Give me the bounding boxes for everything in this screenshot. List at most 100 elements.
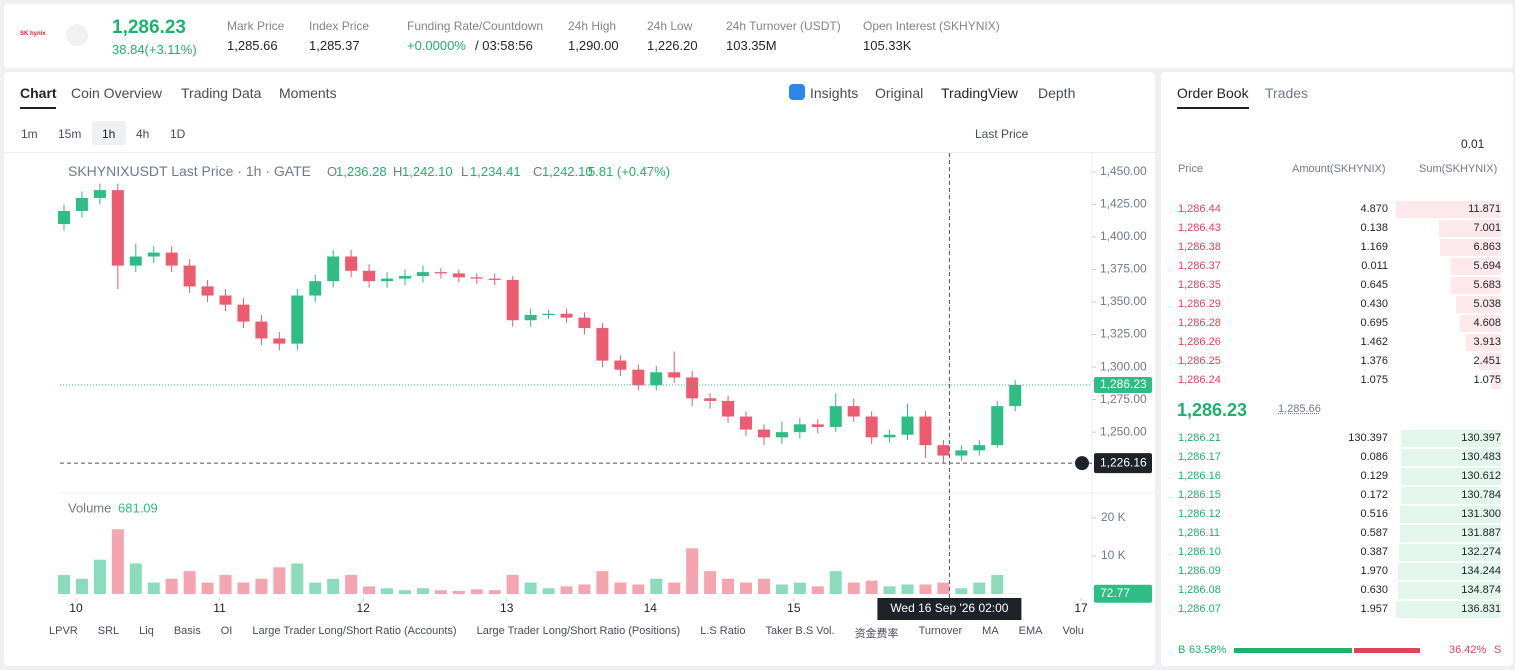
view-tab[interactable]: Original bbox=[875, 85, 924, 101]
interval[interactable]: 15m bbox=[58, 127, 82, 141]
indicator[interactable]: SRL bbox=[97, 625, 120, 637]
indicator[interactable]: EMA bbox=[1018, 625, 1043, 637]
depth-bar bbox=[1440, 239, 1501, 256]
indicator[interactable]: Basis bbox=[173, 625, 201, 637]
chart-panel bbox=[4, 72, 1155, 666]
crosshair-price: 1,226.16 bbox=[1100, 455, 1147, 469]
candle-body bbox=[829, 406, 842, 427]
candle-body bbox=[1009, 385, 1022, 407]
interval[interactable]: 4h bbox=[136, 127, 150, 141]
volume-bar bbox=[883, 586, 896, 594]
volume-bar bbox=[596, 571, 609, 594]
ob-sum: 5.038 bbox=[1473, 298, 1501, 310]
depth-bar bbox=[1466, 334, 1501, 351]
candle-body bbox=[973, 445, 986, 451]
candle-body bbox=[147, 252, 160, 257]
ob-price: 1,286.21 bbox=[1178, 432, 1221, 444]
logo: SK hynix bbox=[20, 31, 46, 37]
interval-active bbox=[92, 121, 126, 145]
candle-body bbox=[75, 197, 88, 211]
ob-amount: 1.169 bbox=[1360, 241, 1388, 253]
candle-body bbox=[309, 281, 322, 296]
indicator[interactable]: L.S Ratio bbox=[700, 625, 746, 637]
candle-body bbox=[991, 406, 1004, 446]
ob-tab[interactable]: Trades bbox=[1265, 85, 1309, 101]
chart-tab[interactable]: Coin Overview bbox=[71, 85, 163, 101]
volume-bar bbox=[93, 559, 106, 594]
volume-bar bbox=[865, 580, 878, 594]
volume-bar bbox=[309, 582, 322, 594]
ob-mark-price: 1,285.66 bbox=[1278, 403, 1321, 415]
ob-underline bbox=[1177, 107, 1249, 109]
price-source[interactable]: Last Price bbox=[975, 127, 1029, 141]
indicator[interactable]: LPVR bbox=[49, 625, 78, 637]
volume-bar bbox=[398, 590, 411, 594]
indicator[interactable]: Turnover bbox=[918, 625, 963, 637]
volume-title: Volume bbox=[68, 500, 111, 515]
candle-body bbox=[291, 295, 304, 344]
view-tab[interactable]: Insights bbox=[810, 85, 859, 101]
volume-bar bbox=[793, 582, 806, 594]
indicator[interactable]: Liq bbox=[139, 625, 154, 637]
ob-sum: 6.863 bbox=[1473, 241, 1501, 253]
indicator[interactable]: Volu bbox=[1062, 625, 1084, 637]
ob-amount: 1.075 bbox=[1360, 374, 1388, 386]
volume-bar bbox=[524, 582, 537, 594]
favorite-star[interactable] bbox=[66, 24, 88, 46]
indicator[interactable]: OI bbox=[220, 625, 233, 637]
stat-label: Mark Price bbox=[227, 19, 285, 33]
chart-canvas: 1,250.00 1,275.00 1,300.00 1,325.00 1,350.00… bbox=[57, 153, 1155, 620]
volume-last-label: 72.77 bbox=[1100, 586, 1130, 600]
precision[interactable]: 0.01 bbox=[1461, 137, 1485, 151]
candle-body bbox=[632, 369, 645, 386]
stat-label: 24h High bbox=[568, 19, 617, 33]
candle-body bbox=[506, 279, 519, 321]
indicator[interactable]: Large Trader Long/Short Ratio (Accounts) bbox=[252, 625, 457, 637]
stat-label: Index Price bbox=[309, 19, 370, 33]
ratio-buy: 63.58% bbox=[1189, 644, 1227, 656]
candle-body bbox=[398, 276, 411, 279]
ob-sum: 130.483 bbox=[1461, 451, 1501, 463]
depth-bar bbox=[1397, 563, 1501, 580]
volume-bar bbox=[381, 588, 394, 594]
ob-column: Amount(SKHYNIX) bbox=[1292, 163, 1386, 175]
volume-bar bbox=[937, 582, 950, 594]
stat-value: 1,285.37 bbox=[309, 38, 360, 53]
stat-value: 1,285.66 bbox=[227, 38, 278, 53]
ob-amount: 1.462 bbox=[1360, 336, 1388, 348]
view-tab[interactable]: Depth bbox=[1038, 85, 1076, 101]
x-tick-label: 17 bbox=[1074, 601, 1088, 615]
ob-sum: 11.871 bbox=[1468, 203, 1501, 215]
ob-sum: 131.887 bbox=[1461, 527, 1501, 539]
stat-label: 24h Low bbox=[647, 19, 693, 33]
volume-bar bbox=[829, 571, 842, 594]
depth-bar bbox=[1491, 372, 1501, 389]
volume-bar bbox=[129, 563, 142, 594]
indicator[interactable]: MA bbox=[982, 625, 999, 637]
chart-tab[interactable]: Trading Data bbox=[181, 85, 262, 101]
interval[interactable]: 1D bbox=[170, 127, 186, 141]
ratio-label: S bbox=[1494, 644, 1502, 656]
interval[interactable]: 1m bbox=[21, 127, 38, 141]
y-tick-label: 1,450.00 bbox=[1100, 164, 1147, 178]
ob-amount: 0.387 bbox=[1360, 546, 1388, 558]
crosshair-plus bbox=[1075, 456, 1089, 471]
volume-bar bbox=[434, 590, 447, 594]
chart-tab[interactable]: Moments bbox=[279, 85, 337, 101]
chart-tab[interactable]: Chart bbox=[20, 85, 57, 101]
depth-bar bbox=[1460, 315, 1501, 332]
indicator[interactable]: Taker B.S Vol. bbox=[765, 625, 835, 637]
interval[interactable]: 1h bbox=[102, 127, 116, 141]
ob-price: 1,286.11 bbox=[1178, 527, 1221, 539]
volume-bar bbox=[973, 582, 986, 594]
ob-tab[interactable]: Order Book bbox=[1177, 85, 1249, 101]
indicator[interactable]: 资金费率 bbox=[854, 628, 899, 640]
volume-bar bbox=[201, 582, 214, 594]
view-tab[interactable]: TradingView bbox=[941, 85, 1019, 101]
x-tick-label: 13 bbox=[500, 601, 514, 615]
indicator[interactable]: Large Trader Long/Short Ratio (Positions… bbox=[476, 625, 681, 637]
ratio-sell: 36.42% bbox=[1449, 644, 1487, 656]
crosshair-tag bbox=[1094, 453, 1152, 474]
x-tick-label: 15 bbox=[787, 601, 801, 615]
stat-value: 1,290.00 bbox=[568, 38, 619, 53]
